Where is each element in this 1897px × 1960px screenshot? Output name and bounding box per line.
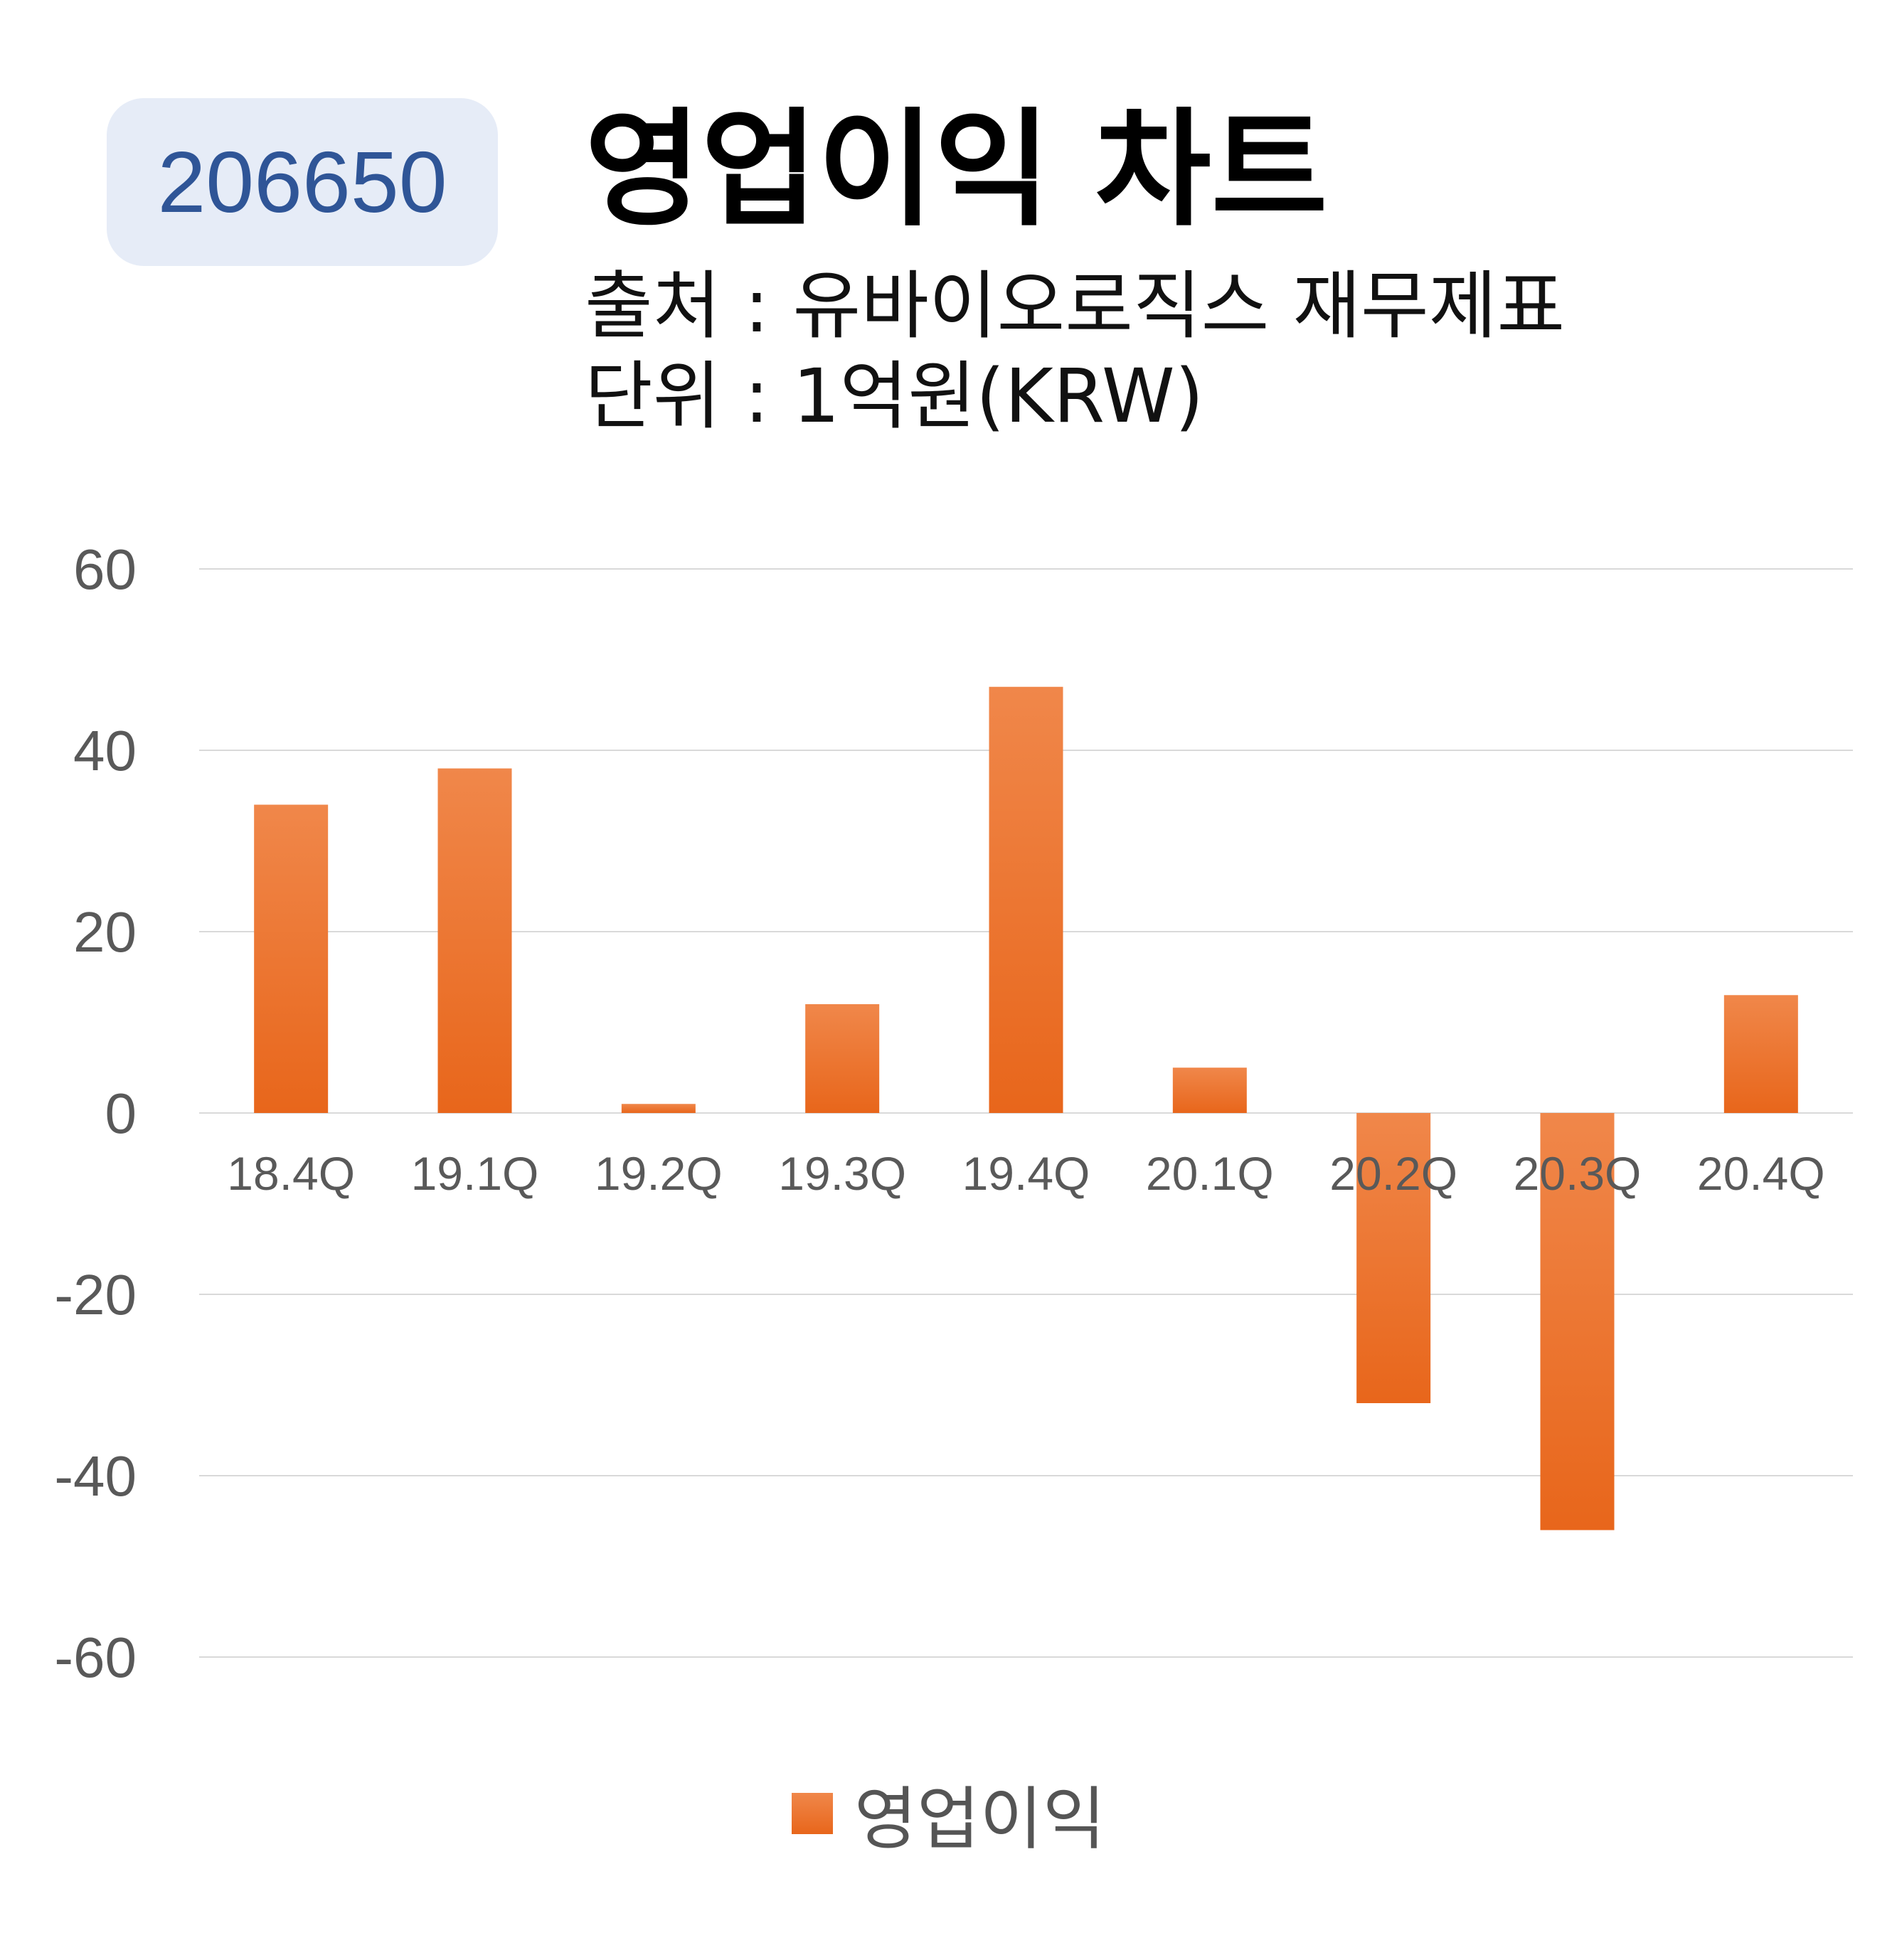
x-tick-label: 20.2Q (1329, 1147, 1457, 1200)
y-axis-ticks: 60 40 20 0 -20 -40 -60 (54, 538, 137, 1689)
unit-note: 단위 : 1억원(KRW) (585, 353, 1204, 440)
x-axis-ticks: 18.4Q 19.1Q 19.2Q 19.3Q 19.4Q 20.1Q 20.2Q 20.3Q… (227, 1147, 1824, 1200)
bar-20.1Q (1172, 1067, 1247, 1113)
bar-19.4Q (989, 686, 1063, 1113)
y-tick-label: 40 (73, 719, 137, 782)
x-tick-label: 19.3Q (778, 1147, 906, 1200)
x-tick-label: 19.1Q (411, 1147, 539, 1200)
legend: 영업이익 (0, 1764, 1897, 1863)
chart-title: 영업이익 차트 (585, 96, 1328, 243)
legend-label: 영업이익 (854, 1779, 1106, 1859)
bar-20.4Q (1723, 995, 1798, 1113)
x-tick-label: 20.4Q (1697, 1147, 1825, 1200)
stock-code-badge: 206650 (107, 98, 498, 266)
y-tick-label: 0 (105, 1082, 137, 1145)
x-tick-label: 20.1Q (1146, 1147, 1274, 1200)
y-tick-label: -60 (54, 1626, 137, 1689)
legend-swatch (791, 1792, 833, 1834)
bar-20.2Q (1356, 1113, 1431, 1403)
bar-19.3Q (805, 1004, 880, 1113)
bar-20.3Q (1540, 1113, 1615, 1530)
bar-18.4Q (254, 804, 329, 1113)
y-tick-label: -20 (54, 1263, 137, 1326)
x-tick-label: 20.3Q (1514, 1147, 1642, 1200)
bar-19.2Q (621, 1104, 696, 1113)
bar-19.1Q (437, 768, 512, 1113)
stock-code: 206650 (157, 134, 447, 230)
x-tick-label: 18.4Q (227, 1147, 355, 1200)
bars (254, 686, 1798, 1530)
source-note: 출처 : 유바이오로직스 재무제표 (585, 262, 1566, 349)
y-tick-label: -40 (54, 1444, 137, 1508)
y-tick-label: 60 (73, 538, 137, 601)
y-tick-label: 20 (73, 900, 137, 964)
x-tick-label: 19.4Q (962, 1147, 1090, 1200)
x-tick-label: 19.2Q (595, 1147, 723, 1200)
